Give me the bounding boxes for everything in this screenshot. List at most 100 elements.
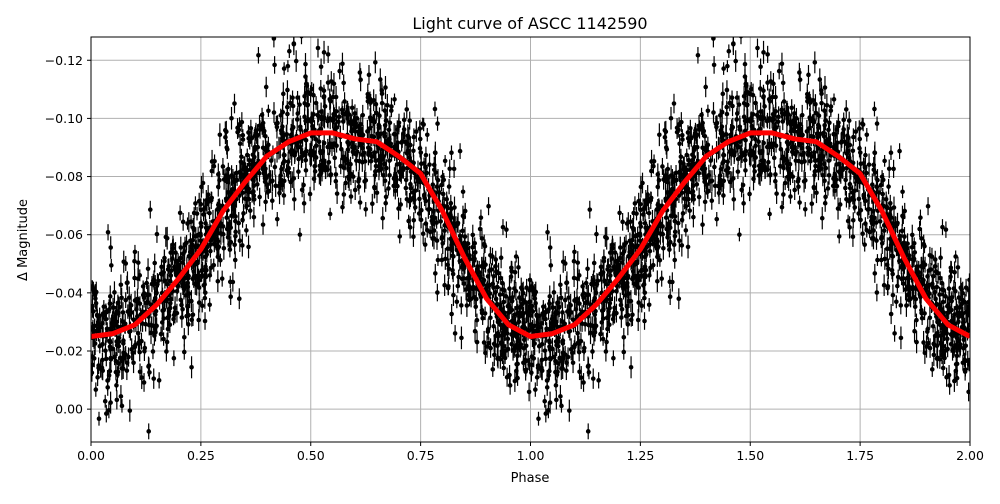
data-point [146,266,151,271]
data-point [536,416,541,421]
data-point [282,153,287,158]
data-point [443,257,448,262]
data-point [575,276,580,281]
data-point [358,77,363,82]
data-point [873,151,878,156]
data-point [441,192,446,197]
data-point [851,218,856,223]
data-point [268,179,273,184]
data-point [493,343,498,348]
data-point [630,277,635,282]
data-point [109,263,114,268]
data-point [696,53,701,58]
data-point [862,196,867,201]
data-point [514,369,519,374]
data-point [490,367,495,372]
data-point [203,319,208,324]
data-point [247,140,252,145]
data-point [629,299,634,304]
data-point [249,126,254,131]
data-point [956,265,961,270]
data-point [620,220,625,225]
data-point [304,168,309,173]
data-point [844,107,849,112]
data-point [189,365,194,370]
data-point [822,108,827,113]
data-point [677,141,682,146]
data-point [680,133,685,138]
data-point [128,408,133,413]
data-point [139,339,144,344]
data-point [366,150,371,155]
data-point [95,375,100,380]
data-point [169,297,174,302]
data-point [797,70,802,75]
data-point [642,319,647,324]
data-point [179,303,184,308]
data-point [493,334,498,339]
data-point [108,294,113,299]
data-point [677,123,682,128]
data-point [945,337,950,342]
data-point [501,366,506,371]
data-point [567,408,572,413]
data-point [556,361,561,366]
data-point [238,141,243,146]
data-point [719,167,724,172]
data-point [237,128,242,133]
data-point [820,216,825,221]
data-point [545,385,550,390]
data-point [755,113,760,118]
data-point [123,261,128,266]
data-point [281,92,286,97]
data-point [189,299,194,304]
data-point [727,49,732,54]
data-point [739,34,744,39]
data-point [94,387,99,392]
data-point [602,259,607,264]
data-point [603,235,608,240]
data-point [237,123,242,128]
data-point [768,99,773,104]
data-point [351,174,356,179]
data-point [663,135,668,140]
data-point [193,201,198,206]
data-point [440,236,445,241]
data-point [684,228,689,233]
data-point [640,181,645,186]
data-point [563,298,568,303]
data-point [459,303,464,308]
data-point [928,253,933,258]
data-point [375,190,380,195]
data-point [863,221,868,226]
data-point [195,211,200,216]
data-point [676,128,681,133]
data-point [449,312,454,317]
data-point [860,121,865,126]
data-point [780,61,785,66]
data-point [604,349,609,354]
data-point [254,128,259,133]
data-point [125,281,130,286]
data-point [515,354,520,359]
data-point [337,69,342,74]
data-point [383,178,388,183]
data-point [162,259,167,264]
data-point [108,339,113,344]
data-point [322,50,327,55]
data-point [863,153,868,158]
data-point [786,175,791,180]
data-point [554,383,559,388]
data-point [889,312,894,317]
data-point [548,347,553,352]
data-point [373,173,378,178]
data-point [103,399,108,404]
data-point [904,303,909,308]
data-point [708,158,713,163]
data-point [225,147,230,152]
data-point [586,429,591,434]
data-point [111,305,116,310]
data-point [634,211,639,216]
data-point [207,211,212,216]
data-point [790,174,795,179]
